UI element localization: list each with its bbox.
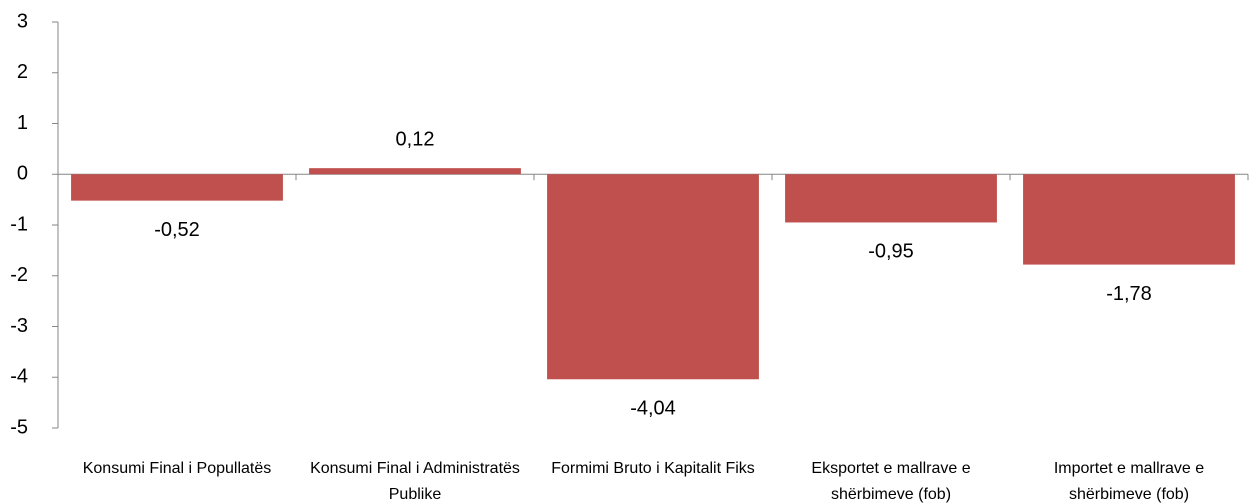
bar: [71, 174, 283, 201]
bar: [785, 174, 997, 223]
value-label: -1,78: [1106, 283, 1152, 305]
value-label: -0,95: [868, 241, 914, 263]
bar: [309, 168, 521, 175]
x-tick-label: Konsumi Final i Administratës Publike: [310, 460, 520, 503]
y-tick-label: 0: [17, 163, 28, 185]
x-tick-label: Formimi Bruto i Kapitalit Fiks: [551, 460, 755, 477]
x-tick-label: Eksportet e mallrave e shërbimeve (fob): [811, 460, 971, 503]
value-label: -4,04: [630, 398, 676, 420]
y-tick-label: 3: [17, 10, 28, 32]
y-tick-label: -2: [10, 264, 28, 286]
x-tick-label: Importet e mallrave e shërbimeve (fob): [1053, 460, 1205, 503]
y-tick-label: 2: [17, 61, 28, 83]
bar: [547, 174, 759, 380]
y-tick-label: -1: [10, 213, 28, 235]
x-tick-label: Konsumi Final i Popullatës: [82, 460, 272, 477]
bar: [1023, 174, 1235, 265]
value-label: 0,12: [396, 128, 435, 150]
y-tick-label: -3: [10, 315, 28, 337]
y-tick-label: 1: [17, 112, 28, 134]
y-tick-label: -4: [10, 366, 28, 388]
y-tick-label: -5: [10, 416, 28, 438]
value-label: -0,52: [154, 219, 200, 241]
